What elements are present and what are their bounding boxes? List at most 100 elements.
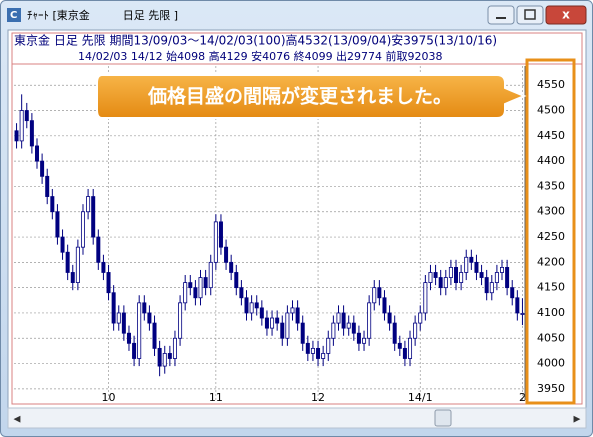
maximize-button[interactable] [516, 5, 544, 25]
candle-body [469, 256, 474, 263]
candle-body [259, 307, 264, 319]
candle-body [167, 353, 172, 359]
candle-body [367, 302, 372, 339]
candle-body [392, 322, 397, 344]
candle-body [106, 272, 111, 294]
candle-body [351, 322, 356, 334]
candle-body [208, 261, 213, 289]
candle-body [86, 196, 91, 213]
candle-body [244, 297, 249, 314]
x-tick-label: 2 [519, 391, 526, 404]
candle-body [29, 120, 34, 147]
candle-body [126, 332, 131, 344]
candle-body [275, 317, 280, 324]
candle-body [413, 322, 418, 339]
candle-body [454, 267, 459, 283]
candle-body [264, 317, 269, 329]
candle-body [34, 145, 39, 162]
candle-body [45, 175, 50, 197]
candle-body [500, 267, 505, 273]
candle-body [433, 272, 438, 278]
x-tick-label: 14/1 [408, 391, 433, 404]
y-tick-label: 4150 [537, 281, 565, 294]
candle-body [249, 302, 254, 314]
candle-body [510, 287, 515, 299]
candle-body [408, 337, 413, 359]
candle-body [75, 246, 80, 283]
info-line-1: 東京金 日足 先限 期間13/09/03～14/02/03(100)高4532(… [14, 33, 497, 48]
y-tick-label: 4050 [537, 331, 565, 344]
candle-body [172, 337, 177, 359]
plot: 3950 4000 4050 4100 4150 4200 4250 4300 4350 4400… [14, 66, 565, 404]
y-tick-label: 4100 [537, 306, 565, 319]
y-tick-label: 4450 [537, 129, 565, 142]
candle-body [101, 261, 106, 273]
candle-body [515, 297, 520, 314]
candle-body [382, 297, 387, 314]
candle-body [178, 302, 183, 339]
y-tick-label: 3950 [537, 382, 565, 395]
candle-body [494, 272, 499, 283]
candle-body [14, 130, 19, 142]
candle-body [239, 287, 244, 299]
candle-body [111, 292, 116, 324]
axis-highlight [525, 58, 576, 405]
candle-body [80, 211, 85, 248]
candle-body [152, 322, 157, 349]
candle-body [147, 312, 152, 324]
candle-body [213, 221, 218, 263]
candle-body [96, 236, 101, 263]
candle-body [402, 347, 407, 359]
candle-body [157, 347, 162, 367]
candle-body [188, 282, 193, 289]
candle-body [438, 277, 443, 289]
info-line-2: 14/02/03 14/12 始4098 高4129 安4076 終4099 出… [78, 49, 443, 63]
close-button[interactable] [545, 5, 587, 25]
candle-body [300, 322, 305, 344]
x-tick-label: 10 [102, 391, 116, 404]
scroll-left[interactable]: ◀ [14, 415, 21, 425]
candle-body [203, 277, 208, 289]
candle-body [331, 322, 336, 339]
candle-body [234, 272, 239, 289]
candle-body [193, 287, 198, 299]
scroll-right[interactable]: ▶ [574, 415, 581, 425]
maximize-icon [524, 9, 536, 20]
plot-frame [11, 63, 583, 405]
candle-body [316, 347, 321, 359]
candle-body [428, 272, 433, 283]
app-icon-glyph: C [10, 10, 17, 21]
candle-body [229, 261, 234, 273]
candle-body [60, 236, 65, 253]
candle-body [418, 312, 423, 324]
minimize-icon [496, 17, 506, 19]
candle-body [362, 337, 367, 344]
candle-body [162, 353, 167, 367]
candle-body [183, 282, 188, 304]
candle-body [285, 312, 290, 339]
y-tick-label: 4400 [537, 154, 565, 167]
candle-body [116, 312, 121, 324]
scrollbar[interactable] [7, 407, 587, 429]
y-tick-label: 4200 [537, 255, 565, 268]
candle-body [397, 342, 402, 349]
candle-body [142, 302, 147, 314]
y-tick-label: 4550 [537, 78, 565, 91]
candle-body [489, 282, 494, 294]
minimize-button[interactable] [487, 5, 515, 25]
candle-body [372, 287, 377, 304]
app-icon [7, 8, 21, 22]
candle-body [254, 302, 259, 309]
candle-body [448, 267, 453, 278]
y-tick-label: 4350 [537, 179, 565, 192]
candle-body [443, 277, 448, 289]
candle-body [474, 261, 479, 273]
candle-body [464, 256, 469, 273]
candle-body [387, 312, 392, 324]
y-tick-label: 4300 [537, 205, 565, 218]
candle-body [346, 322, 351, 329]
scroll-thumb[interactable] [434, 409, 452, 427]
x-tick-label: 12 [311, 391, 325, 404]
candle-body [65, 251, 70, 273]
candle-body [224, 246, 229, 263]
